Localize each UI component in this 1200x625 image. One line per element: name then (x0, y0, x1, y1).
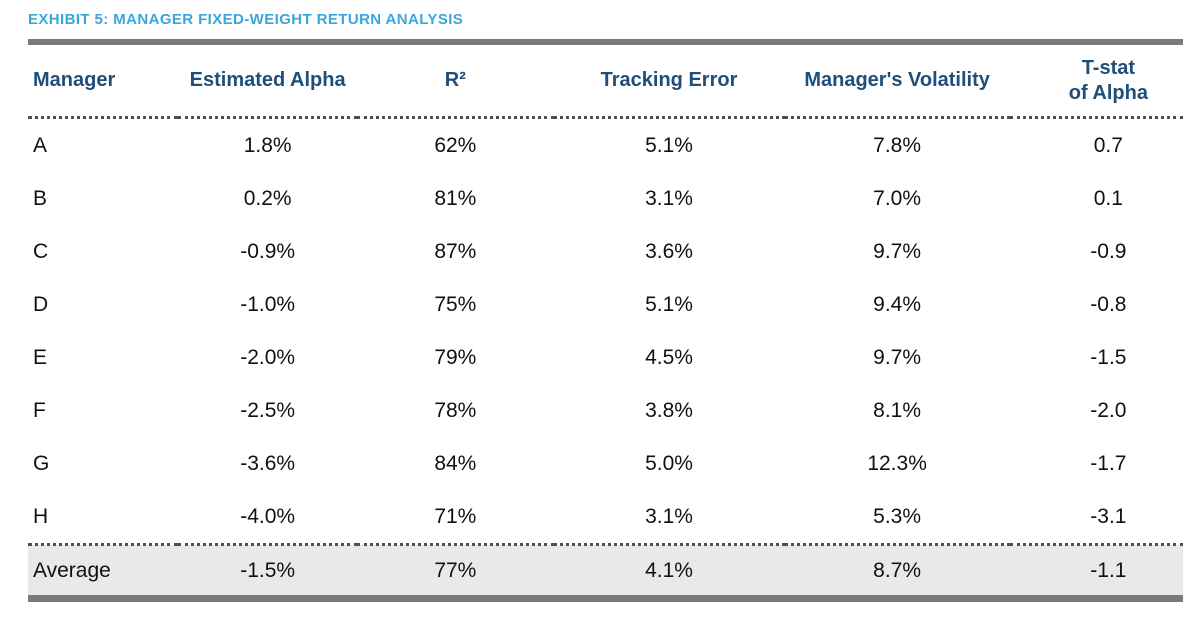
average-label: Average (28, 543, 179, 599)
table-row-manager-b: B 0.2% 81% 3.1% 7.0% 0.1 (28, 172, 1183, 225)
column-header-manager: Manager (28, 42, 179, 119)
cell-volatility: 12.3% (867, 451, 927, 475)
table-header-row: Manager Estimated Alpha R² Tracking Erro… (28, 42, 1183, 119)
column-header-t-stat-of-alpha: T-stat of Alpha (1009, 42, 1183, 119)
cell-estimated-alpha: -1.0% (240, 292, 296, 316)
table-row-manager-a: A 1.8% 62% 5.1% 7.8% 0.7 (28, 118, 1183, 173)
cell-t-stat: -0.9 (1090, 239, 1127, 263)
cell-t-stat: 0.7 (1093, 133, 1123, 157)
column-header-r-squared: R² (357, 42, 554, 119)
cell-manager: G (33, 451, 50, 475)
cell-estimated-alpha: 1.8% (243, 133, 292, 157)
cell-estimated-alpha: -3.6% (240, 451, 296, 475)
cell-manager: E (33, 345, 48, 369)
average-estimated-alpha: -1.5% (178, 543, 358, 599)
cell-t-stat: -3.1 (1090, 504, 1127, 528)
cell-manager: F (33, 398, 46, 422)
manager-return-table: Manager Estimated Alpha R² Tracking Erro… (28, 39, 1183, 602)
column-header-estimated-alpha: Estimated Alpha (178, 42, 358, 119)
cell-t-stat: 0.1 (1093, 186, 1123, 210)
cell-tracking-error: 3.1% (645, 504, 693, 528)
table-row-manager-c: C -0.9% 87% 3.6% 9.7% -0.9 (28, 225, 1183, 278)
column-header-tracking-error: Tracking Error (553, 42, 785, 119)
cell-r-squared: 78% (434, 398, 477, 422)
cell-volatility: 8.1% (873, 398, 922, 422)
cell-r-squared: 84% (434, 451, 477, 475)
cell-manager: C (33, 239, 49, 263)
cell-estimated-alpha: -0.9% (240, 239, 296, 263)
average-r-squared: 77% (357, 543, 554, 599)
cell-r-squared: 75% (434, 292, 477, 316)
column-header-managers-volatility: Manager's Volatility (784, 42, 1010, 119)
cell-r-squared: 71% (434, 504, 477, 528)
cell-t-stat: -1.7 (1090, 451, 1127, 475)
average-row: Average -1.5% 77% 4.1% 8.7% -1.1 (28, 543, 1183, 599)
table-row-manager-d: D -1.0% 75% 5.1% 9.4% -0.8 (28, 278, 1183, 331)
cell-tracking-error: 5.0% (645, 451, 693, 475)
cell-tracking-error: 3.8% (645, 398, 693, 422)
cell-t-stat: -0.8 (1090, 292, 1127, 316)
cell-t-stat: -1.5 (1090, 345, 1127, 369)
cell-volatility: 5.3% (873, 504, 922, 528)
table-row-manager-g: G -3.6% 84% 5.0% 12.3% -1.7 (28, 437, 1183, 490)
cell-estimated-alpha: -2.5% (240, 398, 296, 422)
cell-manager: A (33, 133, 48, 157)
cell-r-squared: 62% (434, 133, 477, 157)
cell-t-stat: -2.0 (1090, 398, 1127, 422)
cell-r-squared: 87% (434, 239, 477, 263)
cell-volatility: 7.8% (873, 133, 922, 157)
cell-tracking-error: 4.5% (645, 345, 693, 369)
cell-tracking-error: 5.1% (645, 292, 693, 316)
table-row-manager-f: F -2.5% 78% 3.8% 8.1% -2.0 (28, 384, 1183, 437)
cell-estimated-alpha: 0.2% (243, 186, 292, 210)
average-t-stat: -1.1 (1009, 543, 1183, 599)
cell-tracking-error: 3.6% (645, 239, 693, 263)
cell-tracking-error: 3.1% (645, 186, 693, 210)
cell-r-squared: 81% (434, 186, 477, 210)
cell-volatility: 7.0% (873, 186, 922, 210)
table-row-manager-e: E -2.0% 79% 4.5% 9.7% -1.5 (28, 331, 1183, 384)
cell-tracking-error: 5.1% (645, 133, 693, 157)
cell-manager: H (33, 504, 49, 528)
cell-manager: D (33, 292, 49, 316)
average-tracking-error: 4.1% (553, 543, 785, 599)
cell-r-squared: 79% (434, 345, 477, 369)
cell-estimated-alpha: -2.0% (240, 345, 296, 369)
average-volatility: 8.7% (784, 543, 1010, 599)
cell-volatility: 9.4% (873, 292, 922, 316)
cell-volatility: 9.7% (873, 239, 922, 263)
cell-volatility: 9.7% (873, 345, 922, 369)
table-row-manager-h: H -4.0% 71% 3.1% 5.3% -3.1 (28, 490, 1183, 545)
exhibit-title: EXHIBIT 5: MANAGER FIXED-WEIGHT RETURN A… (28, 11, 464, 28)
cell-manager: B (33, 186, 48, 210)
cell-estimated-alpha: -4.0% (240, 504, 296, 528)
